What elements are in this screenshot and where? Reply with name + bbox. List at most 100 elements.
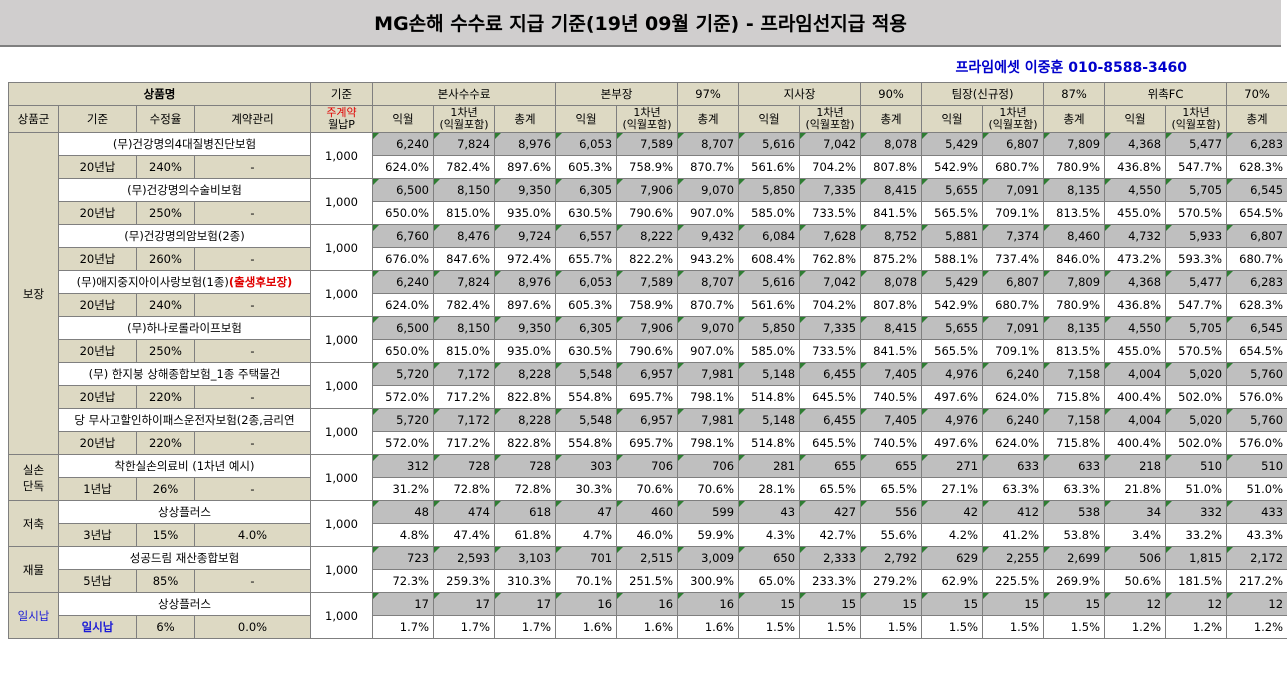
amount-cell: 34 bbox=[1104, 500, 1167, 524]
header-sub-year1-line1: 1차년 bbox=[1182, 106, 1210, 119]
percent-cell: 782.4% bbox=[433, 293, 495, 317]
percent-cell: 65.0% bbox=[738, 569, 801, 593]
amount-cell: 6,240 bbox=[982, 408, 1045, 432]
rate-value: 26% bbox=[136, 477, 195, 501]
percent-cell: 565.5% bbox=[921, 339, 984, 363]
header-sub-year1-line1: 1차년 bbox=[999, 106, 1027, 119]
amount-cell: 9,070 bbox=[677, 178, 740, 202]
basis-value: 20년납 bbox=[58, 247, 137, 271]
amount-cell: 2,515 bbox=[616, 546, 679, 570]
percent-cell: 65.5% bbox=[799, 477, 862, 501]
category-label-line: 저축 bbox=[22, 516, 45, 531]
amount-cell: 12 bbox=[1165, 592, 1228, 616]
percent-cell: 217.2% bbox=[1226, 569, 1287, 593]
percent-cell: 630.5% bbox=[555, 201, 618, 225]
amount-cell: 332 bbox=[1165, 500, 1228, 524]
contract-value: 0.0% bbox=[194, 615, 311, 639]
percent-cell: 790.6% bbox=[616, 201, 679, 225]
percent-cell: 762.8% bbox=[799, 247, 862, 271]
percent-cell: 733.5% bbox=[799, 339, 862, 363]
premium-value: 1,000 bbox=[310, 500, 373, 547]
rate-value: 250% bbox=[136, 201, 195, 225]
percent-cell: 1.7% bbox=[493, 615, 557, 639]
percent-cell: 813.5% bbox=[1043, 339, 1106, 363]
percent-cell: 53.8% bbox=[1043, 523, 1106, 547]
contact-info: 프라임에셋 이중훈 010-8588-3460 bbox=[955, 60, 1187, 76]
amount-cell: 8,707 bbox=[677, 132, 740, 156]
category-label-line: 재물 bbox=[22, 562, 45, 577]
header-row-columns: 상품군 기준 수정율 계약관리 주계약 월납P 익월 1차년 (익월포함) 총계 익월 1차년 (익월포… bbox=[8, 105, 1287, 133]
product-row: (무)건강명의수술비보험 1,000 6,500 8,150 9,350 6,305 7,9… bbox=[9, 178, 1287, 225]
percent-cell: 4.2% bbox=[921, 523, 984, 547]
basis-value: 20년납 bbox=[58, 385, 137, 409]
amount-cell: 9,070 bbox=[677, 316, 740, 340]
percent-cell: 695.7% bbox=[616, 431, 679, 455]
product-name: 상상플러스 bbox=[58, 592, 311, 616]
amount-cell: 618 bbox=[493, 500, 557, 524]
percent-cell: 436.8% bbox=[1104, 155, 1167, 179]
header-sub-total: 총계 bbox=[1043, 105, 1106, 133]
percent-cell: 815.0% bbox=[433, 201, 495, 225]
percent-cell: 972.4% bbox=[493, 247, 557, 271]
percent-cell: 645.5% bbox=[799, 385, 862, 409]
percent-cell: 21.8% bbox=[1104, 477, 1167, 501]
basis-value: 20년납 bbox=[58, 201, 137, 225]
amount-cell: 6,455 bbox=[799, 408, 862, 432]
percent-cell: 943.2% bbox=[677, 247, 740, 271]
percent-cell: 695.7% bbox=[616, 385, 679, 409]
basis-value: 3년납 bbox=[58, 523, 137, 547]
amount-cell: 633 bbox=[1043, 454, 1106, 478]
premium-value: 1,000 bbox=[310, 132, 373, 179]
amount-cell: 7,158 bbox=[1043, 408, 1106, 432]
product-row: (무)건강명의암보험(2종) 1,000 6,760 8,476 9,724 6,557 8… bbox=[9, 224, 1287, 271]
contract-value: - bbox=[194, 247, 311, 271]
amount-cell: 6,807 bbox=[982, 270, 1045, 294]
amount-cell: 7,091 bbox=[982, 178, 1045, 202]
amount-cell: 6,557 bbox=[555, 224, 618, 248]
percent-cell: 251.5% bbox=[616, 569, 679, 593]
basis-value: 20년납 bbox=[58, 339, 137, 363]
header-sub-year1: 1차년 (익월포함) bbox=[982, 105, 1045, 133]
amount-cell: 5,616 bbox=[738, 132, 801, 156]
header-group-pct-2: 90% bbox=[860, 82, 923, 106]
amount-cell: 281 bbox=[738, 454, 801, 478]
amount-cell: 510 bbox=[1165, 454, 1228, 478]
percent-cell: 572.0% bbox=[372, 385, 434, 409]
amount-cell: 43 bbox=[738, 500, 801, 524]
amount-cell: 5,020 bbox=[1165, 408, 1228, 432]
percent-cell: 572.0% bbox=[372, 431, 434, 455]
amount-cell: 8,976 bbox=[493, 132, 557, 156]
header-col-premium: 주계약 월납P bbox=[310, 105, 373, 133]
amount-cell: 538 bbox=[1043, 500, 1106, 524]
category-label-line: 단독 bbox=[22, 478, 45, 493]
product-rate-row: 20년납 240% -624.0% 782.4% 897.6% 605.3% 758.9% 8… bbox=[9, 293, 1287, 317]
amount-cell: 6,500 bbox=[372, 178, 434, 202]
category-label-line: 일시납 bbox=[17, 608, 50, 623]
percent-cell: 30.3% bbox=[555, 477, 618, 501]
amount-cell: 5,477 bbox=[1165, 132, 1228, 156]
header-sub-month: 익월 bbox=[921, 105, 984, 133]
percent-cell: 822.2% bbox=[616, 247, 679, 271]
header-col-premium-line1: 주계약 bbox=[326, 106, 357, 119]
amount-cell: 7,906 bbox=[616, 178, 679, 202]
percent-cell: 822.8% bbox=[493, 385, 557, 409]
percent-cell: 807.8% bbox=[860, 155, 923, 179]
amount-cell: 6,283 bbox=[1226, 132, 1287, 156]
amount-cell: 12 bbox=[1104, 592, 1167, 616]
amount-cell: 47 bbox=[555, 500, 618, 524]
percent-cell: 72.8% bbox=[493, 477, 557, 501]
percent-cell: 62.9% bbox=[921, 569, 984, 593]
amount-cell: 2,255 bbox=[982, 546, 1045, 570]
percent-cell: 28.1% bbox=[738, 477, 801, 501]
percent-cell: 50.6% bbox=[1104, 569, 1167, 593]
percent-cell: 514.8% bbox=[738, 431, 801, 455]
product-name: 성공드림 재산종합보험 bbox=[58, 546, 311, 570]
percent-cell: 400.4% bbox=[1104, 431, 1167, 455]
percent-cell: 780.9% bbox=[1043, 155, 1106, 179]
product-rate-row: 5년납 85% - 72.3% 259.3% 310.3% 70.1% 251.5% 300.9… bbox=[9, 569, 1287, 593]
amount-cell: 5,705 bbox=[1165, 316, 1228, 340]
amount-cell: 6,240 bbox=[372, 132, 434, 156]
contract-value: - bbox=[194, 339, 311, 363]
amount-cell: 728 bbox=[493, 454, 557, 478]
amount-cell: 7,809 bbox=[1043, 270, 1106, 294]
